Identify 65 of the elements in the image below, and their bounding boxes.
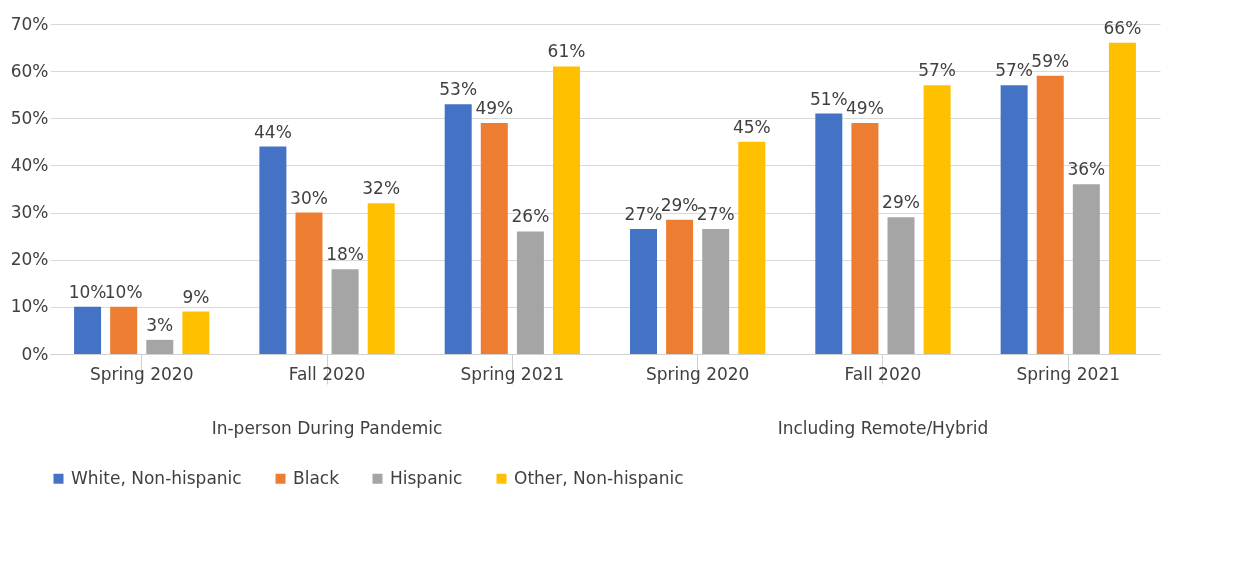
data-label: 29% — [882, 192, 920, 213]
y-tick-label: 30% — [10, 202, 49, 223]
bar — [1072, 184, 1100, 354]
data-label: 57% — [918, 60, 957, 81]
bar — [1036, 75, 1064, 354]
legend-label: White, Non-hispanic — [71, 467, 242, 488]
data-label: 26% — [511, 206, 550, 227]
y-tick-label: 60% — [10, 60, 49, 81]
x-tick-label: Fall 2020 — [288, 363, 366, 384]
data-label: 32% — [362, 178, 401, 199]
bar — [630, 229, 658, 354]
bar — [146, 339, 174, 354]
data-label: 53% — [439, 79, 478, 100]
y-tick-label: 50% — [10, 107, 49, 128]
data-label: 27% — [624, 204, 663, 225]
bar — [182, 311, 210, 354]
x-tick-label: Spring 2021 — [1016, 363, 1121, 384]
bar — [1000, 85, 1028, 354]
bar — [738, 141, 766, 354]
data-label: 66% — [1103, 17, 1142, 38]
data-label: 61% — [547, 41, 586, 62]
y-tick-label: 20% — [10, 249, 49, 270]
y-tick-label: 40% — [10, 154, 49, 175]
bar — [815, 113, 843, 354]
bar — [74, 306, 102, 354]
bar — [259, 146, 287, 354]
data-label: 59% — [1031, 50, 1070, 71]
bar — [887, 217, 915, 354]
data-label: 30% — [290, 187, 328, 208]
text: In-person During Pandemic — [211, 418, 443, 438]
data-label: 9% — [182, 286, 210, 307]
bar — [851, 123, 879, 354]
data-label: 44% — [253, 121, 292, 142]
x-tick-label: Spring 2021 — [460, 363, 565, 384]
y-tick-label: 0% — [21, 343, 49, 364]
bar — [1108, 42, 1136, 354]
legend-label: Hispanic — [390, 467, 463, 488]
data-label: 29% — [660, 194, 699, 215]
bar — [110, 306, 138, 354]
data-label: 10% — [68, 281, 107, 302]
data-label: 36% — [1067, 159, 1106, 180]
bar — [666, 219, 694, 354]
y-tick-label: 10% — [10, 296, 49, 317]
bar — [516, 231, 544, 354]
data-label: 51% — [809, 88, 848, 109]
legend-label: Black — [293, 467, 340, 488]
bar — [295, 212, 323, 354]
bar — [552, 66, 580, 354]
data-label: 3% — [146, 314, 174, 335]
data-label: 45% — [732, 116, 771, 137]
x-tick-label: Spring 2020 — [89, 363, 194, 384]
bar — [480, 123, 508, 354]
y-tick-label: 70% — [10, 13, 49, 34]
text: Including Remote/Hybrid — [777, 418, 989, 438]
bar — [331, 269, 359, 354]
legend-label: Other, Non-hispanic — [514, 467, 684, 488]
data-label: 49% — [846, 98, 884, 118]
x-tick-label: Fall 2020 — [844, 363, 922, 384]
bar — [367, 203, 395, 354]
bar — [923, 85, 951, 354]
x-tick-label: Spring 2020 — [645, 363, 750, 384]
bar — [444, 104, 472, 354]
data-label: 49% — [475, 98, 514, 118]
data-label: 18% — [326, 244, 364, 265]
bar — [702, 229, 730, 354]
